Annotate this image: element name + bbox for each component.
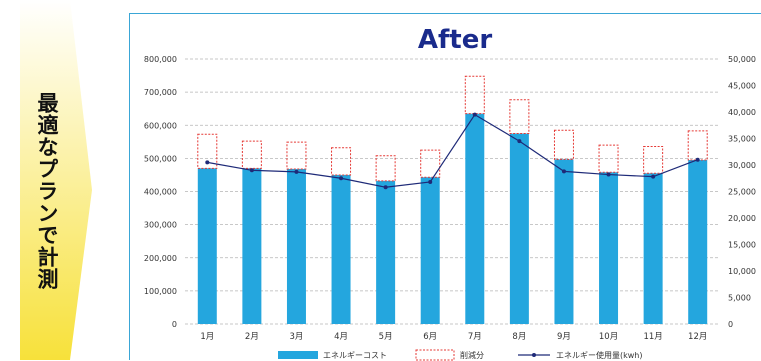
usage-line-path [207,113,698,188]
chart-panel: After 0 100,000 200,000 300,000 400,000 500,0… [129,13,761,361]
y-tick-right: 45,000 [728,82,756,91]
usage-point [651,174,656,179]
y-tick-right: 40,000 [728,108,756,117]
x-tick: 9月 [557,332,571,342]
x-tick: 7月 [468,332,482,342]
usage-point [695,157,700,162]
y-tick-right: 10,000 [728,267,756,276]
bar-reduction [687,130,708,161]
bar-cost [599,172,619,324]
bar-cost [554,159,574,324]
bar-cost [465,113,485,324]
usage-point [294,169,299,174]
legend: エネルギーコスト 削減分 エネルギー使用量(kwh) [278,349,643,361]
y-tick-left: 300,000 [144,221,177,230]
side-arrow [20,0,92,360]
grid [185,58,720,325]
y-tick-left: 700,000 [144,88,177,97]
x-tick: 1月 [200,332,214,342]
usage-point [249,168,254,173]
usage-point [205,160,210,165]
legend-swatch-point [532,353,536,357]
y-tick-right: 15,000 [728,241,756,250]
usage-point [606,172,611,177]
bar-reduction [420,149,441,178]
y-axis-left: 0 100,000 200,000 300,000 400,000 500,000 600,… [144,55,177,329]
bar-cost [331,174,351,324]
bar-reduction [598,144,619,173]
bar-cost [242,168,262,324]
y-tick-left: 500,000 [144,154,177,163]
usage-point [517,139,522,144]
x-tick: 6月 [423,332,437,342]
bar-cost [509,133,529,324]
legend-swatch-reduction [415,349,455,361]
legend-label-reduction: 削減分 [460,350,484,360]
y-tick-left: 800,000 [144,55,177,64]
y-tick-right: 0 [728,320,733,329]
usage-point [472,112,477,117]
y-tick-left: 100,000 [144,287,177,296]
y-tick-left: 0 [172,320,177,329]
usage-point [339,176,344,181]
bar-cost [376,180,396,324]
bar-reduction [509,99,530,135]
reduction-outlines [197,75,708,182]
x-tick: 10月 [599,332,618,342]
y-tick-left: 600,000 [144,121,177,130]
x-tick: 8月 [512,332,526,342]
bar-reduction [643,145,664,174]
side-label: 最適なプランで計測 [35,92,59,290]
bar-cost [688,160,708,324]
legend-swatch-cost [278,351,318,359]
arrow-shape [20,0,92,360]
bar-cost [197,168,217,324]
bar-cost [420,177,440,324]
legend-label-cost: エネルギーコスト [323,351,387,360]
x-tick: 5月 [379,332,393,342]
bar-reduction [197,133,218,169]
y-tick-right: 30,000 [728,161,756,170]
x-tick: 12月 [688,332,707,342]
x-tick: 2月 [245,332,259,342]
bar-reduction [241,140,262,169]
bar-cost [643,173,663,324]
y-tick-left: 200,000 [144,254,177,263]
y-tick-right: 50,000 [728,55,756,64]
usage-line [205,112,700,190]
x-tick: 11月 [643,332,662,342]
x-tick: 3月 [289,332,303,342]
x-tick: 4月 [334,332,348,342]
bar-reduction [331,147,352,176]
chart-title: After [418,25,492,55]
x-axis: 1月 2月 3月 4月 5月 6月 7月 8月 9月 10月 11月 12月 [200,332,707,342]
y-axis-right: 0 5,000 10,000 15,000 20,000 25,000 30,000 35,0… [728,55,756,329]
legend-label-usage: エネルギー使用量(kwh) [556,350,643,360]
y-tick-right: 35,000 [728,135,756,144]
y-tick-right: 5,000 [728,294,751,303]
bar-reduction [553,129,574,160]
chart: After 0 100,000 200,000 300,000 400,000 500,0… [144,25,756,361]
bar-reduction [464,75,485,115]
bar-cost [286,168,306,324]
bar-reduction [286,141,307,170]
bar-reduction [375,155,396,182]
y-tick-right: 25,000 [728,188,756,197]
bars [197,113,708,324]
usage-point [428,179,433,184]
usage-point [561,169,566,174]
y-tick-right: 20,000 [728,214,756,223]
y-tick-left: 400,000 [144,188,177,197]
usage-point [383,185,388,190]
